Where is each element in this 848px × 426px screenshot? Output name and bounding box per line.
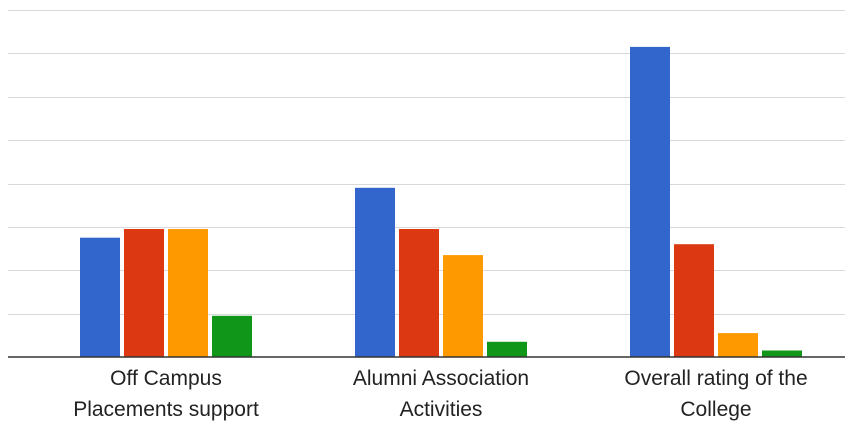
bar-3-2	[674, 244, 714, 357]
bar-2-3	[443, 255, 483, 357]
bar-3-1	[630, 46, 670, 358]
bar-3-4	[762, 350, 802, 357]
category-label-line: Overall rating of the	[624, 367, 807, 390]
bar-1-4	[212, 315, 252, 357]
category-label-line: Off Campus	[110, 367, 222, 390]
category-label-line: College	[680, 398, 751, 421]
bar-1-3	[168, 229, 208, 357]
bar-2-1	[355, 187, 395, 357]
category-labels: Off Campus Placements support Alumni Assoc…	[73, 367, 807, 421]
bar-2-4	[487, 341, 527, 357]
category-label-2: Alumni Association Activities	[353, 367, 529, 421]
bar-2-2	[399, 229, 439, 357]
category-label-line: Placements support	[73, 398, 259, 421]
bar-3-3	[718, 333, 758, 357]
category-label-1: Off Campus Placements support	[73, 367, 259, 421]
category-label-line: Activities	[400, 398, 483, 421]
category-label-line: Alumni Association	[353, 367, 529, 390]
bars	[80, 46, 802, 358]
bar-1-2	[124, 229, 164, 357]
category-label-3: Overall rating of the College	[624, 367, 807, 421]
bar-1-1	[80, 237, 120, 357]
